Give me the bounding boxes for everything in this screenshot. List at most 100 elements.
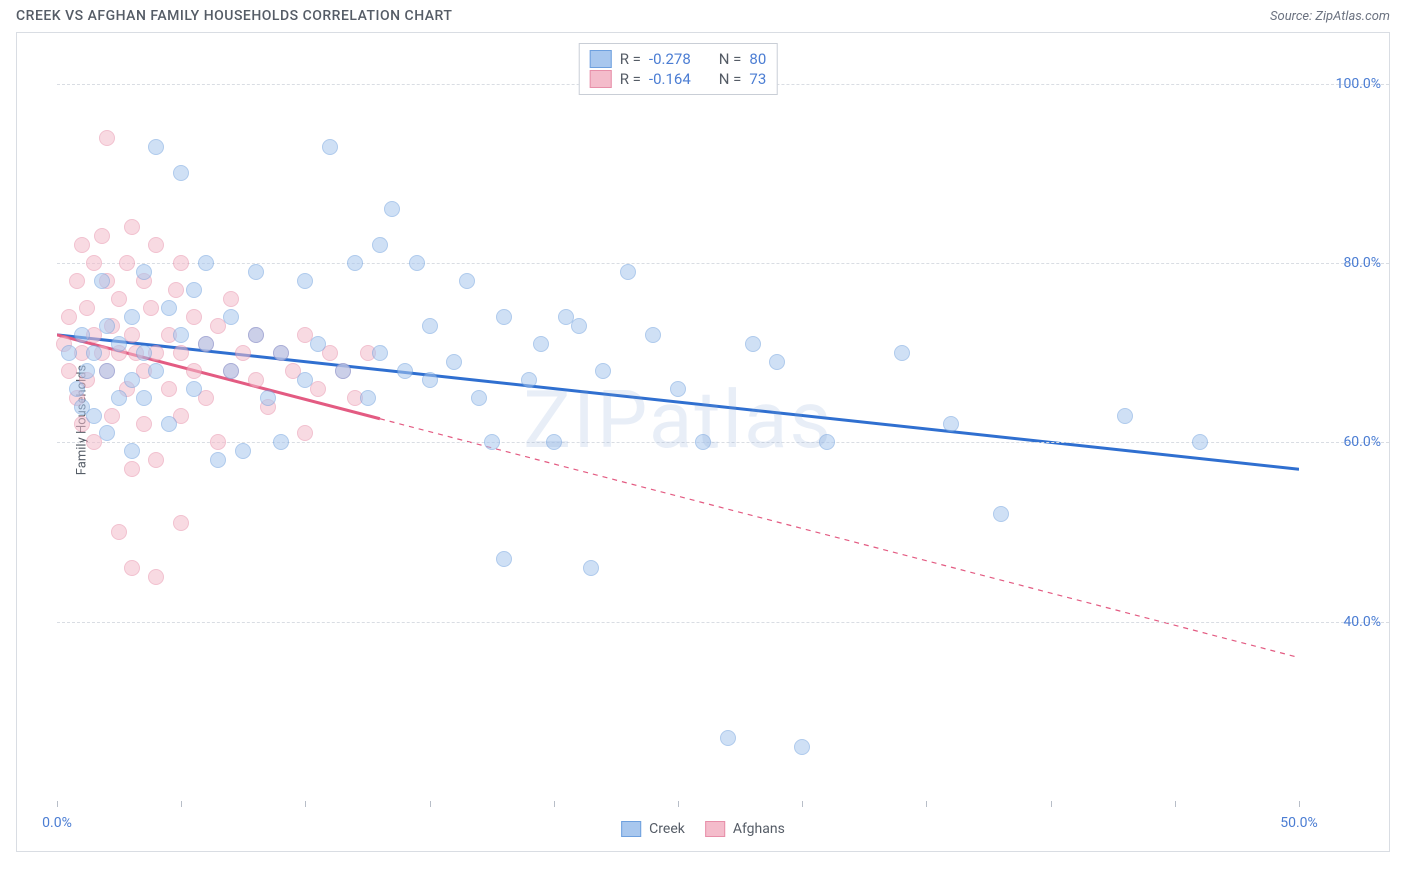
legend-label: Afghans <box>733 821 785 837</box>
data-point <box>533 336 549 352</box>
data-point <box>496 309 512 325</box>
ytick-label: 100.0% <box>1336 76 1381 92</box>
data-point <box>198 255 214 271</box>
xtick-mark <box>181 801 182 807</box>
data-point <box>1117 408 1133 424</box>
data-point <box>74 327 90 343</box>
data-point <box>297 372 313 388</box>
data-point <box>86 255 102 271</box>
data-point <box>745 336 761 352</box>
data-point <box>173 165 189 181</box>
data-point <box>943 416 959 432</box>
data-point <box>248 327 264 343</box>
data-point <box>161 300 177 316</box>
legend-row: R =-0.164N =73 <box>590 70 767 88</box>
data-point <box>260 390 276 406</box>
data-point <box>583 560 599 576</box>
data-point <box>794 739 810 755</box>
data-point <box>322 139 338 155</box>
data-point <box>571 318 587 334</box>
data-point <box>769 354 785 370</box>
source-label: Source: ZipAtlas.com <box>1270 9 1390 24</box>
data-point <box>186 309 202 325</box>
data-point <box>161 381 177 397</box>
legend-r-label: R = <box>620 50 641 68</box>
legend-n-label: N = <box>719 50 742 68</box>
xtick-mark <box>1299 801 1300 807</box>
data-point <box>79 363 95 379</box>
data-point <box>124 372 140 388</box>
data-point <box>297 273 313 289</box>
data-point <box>69 273 85 289</box>
xtick-label: 0.0% <box>42 815 72 831</box>
ytick-label: 60.0% <box>1343 434 1381 450</box>
data-point <box>248 372 264 388</box>
data-point <box>61 309 77 325</box>
data-point <box>148 237 164 253</box>
data-point <box>124 443 140 459</box>
data-point <box>173 255 189 271</box>
data-point <box>670 381 686 397</box>
data-point <box>124 461 140 477</box>
data-point <box>69 381 85 397</box>
data-point <box>99 130 115 146</box>
legend-label: Creek <box>649 821 685 837</box>
data-point <box>168 282 184 298</box>
data-point <box>273 434 289 450</box>
xtick-mark <box>1175 801 1176 807</box>
data-point <box>136 264 152 280</box>
xtick-mark <box>430 801 431 807</box>
data-point <box>86 345 102 361</box>
legend-n-label: N = <box>719 70 742 88</box>
data-point <box>521 372 537 388</box>
legend-swatch <box>590 70 612 88</box>
data-point <box>111 336 127 352</box>
data-point <box>86 408 102 424</box>
data-point <box>546 434 562 450</box>
chart-container: CREEK VS AFGHAN FAMILY HOUSEHOLDS CORREL… <box>0 0 1406 892</box>
data-point <box>74 237 90 253</box>
trend-lines <box>57 39 1299 801</box>
plot-area: Family Households ZIPatlas R =-0.278N =8… <box>57 39 1299 801</box>
data-point <box>894 345 910 361</box>
data-point <box>99 425 115 441</box>
data-point <box>104 408 120 424</box>
data-point <box>372 345 388 361</box>
data-point <box>173 327 189 343</box>
data-point <box>310 336 326 352</box>
data-point <box>397 363 413 379</box>
data-point <box>335 363 351 379</box>
legend-item: Creek <box>621 821 685 837</box>
data-point <box>360 390 376 406</box>
data-point <box>248 264 264 280</box>
data-point <box>186 381 202 397</box>
legend-r-value: -0.278 <box>649 50 691 68</box>
data-point <box>119 255 135 271</box>
data-point <box>484 434 500 450</box>
data-point <box>186 282 202 298</box>
xtick-label: 50.0% <box>1280 815 1318 831</box>
data-point <box>273 345 289 361</box>
ytick-label: 80.0% <box>1343 255 1381 271</box>
data-point <box>143 300 159 316</box>
data-point <box>422 318 438 334</box>
chart-header: CREEK VS AFGHAN FAMILY HOUSEHOLDS CORREL… <box>0 0 1406 28</box>
data-point <box>223 291 239 307</box>
data-point <box>148 569 164 585</box>
data-point <box>235 345 251 361</box>
data-point <box>223 363 239 379</box>
data-point <box>136 416 152 432</box>
data-point <box>99 363 115 379</box>
data-point <box>111 291 127 307</box>
data-point <box>210 452 226 468</box>
data-point <box>384 201 400 217</box>
xtick-mark <box>802 801 803 807</box>
data-point <box>111 524 127 540</box>
grid-line <box>57 442 1389 443</box>
data-point <box>645 327 661 343</box>
data-point <box>136 345 152 361</box>
data-point <box>198 336 214 352</box>
legend-n-value: 73 <box>749 70 766 88</box>
data-point <box>720 730 736 746</box>
data-point <box>173 515 189 531</box>
